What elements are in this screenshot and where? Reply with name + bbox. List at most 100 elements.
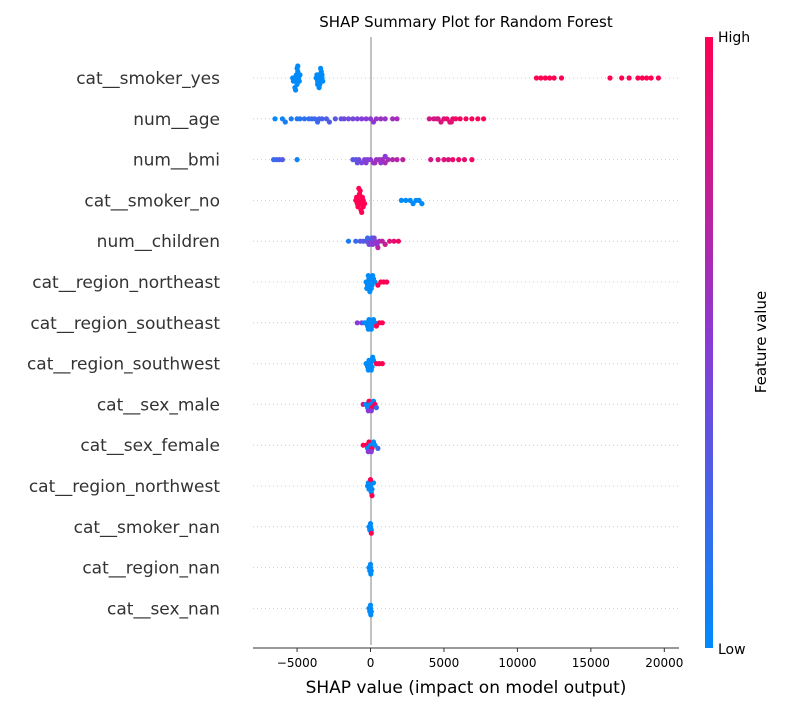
shap-point [461,157,468,163]
shap-point [435,157,441,163]
shap-point [370,354,376,360]
shap-point [368,367,374,373]
shap-point [379,361,385,367]
shap-point [469,157,475,163]
feature-label: cat__region_southwest [27,355,220,375]
shap-point [282,119,288,125]
shap-point [382,153,388,159]
shap-point [359,194,365,200]
shap-point [655,75,662,81]
shap-point [533,75,540,81]
shap-point [398,197,404,203]
feature-label: num__bmi [133,151,220,171]
shap-point [296,78,302,84]
shap-point [368,612,374,618]
shap-point [297,72,303,78]
shap-point [367,561,374,568]
shap-point [619,75,625,81]
chart-title: SHAP Summary Plot for Random Forest [319,13,613,31]
shap-point [354,320,360,326]
shap-point [350,116,356,122]
x-tick-label: 5000 [429,656,460,670]
shap-point [341,116,347,122]
shap-point [272,116,278,122]
shap-point [345,116,352,122]
feature-label: num__children [97,232,220,252]
shap-point [368,571,374,577]
shap-point [445,157,451,163]
x-tick-label: 15000 [572,656,610,670]
shap-point [368,449,374,455]
colorbar-high-label: High [718,30,750,46]
shap-point [457,116,463,122]
x-axis-label: SHAP value (impact on model output) [306,678,627,698]
colorbar-low-label: Low [718,642,746,658]
feature-label: cat__region_southeast [30,314,220,334]
feature-labels: cat__smoker_yes num__age num__bmi cat__smok… [27,69,220,619]
shap-point [434,116,440,122]
shap-point [390,157,396,163]
shap-point [368,326,374,332]
shap-point [363,160,369,166]
shap-point [326,119,332,125]
shap-point [354,194,360,200]
x-ticks: −5000 0 5000 10000 15000 20000 [277,648,683,670]
shap-point [538,75,544,81]
x-tick-label: 10000 [498,656,536,670]
shap-point [607,75,613,81]
shap-point [370,273,376,279]
shap-point [448,119,454,125]
shap-point [279,157,285,163]
shap-point [367,602,374,608]
x-tick-label: −5000 [277,656,318,670]
shap-point [648,75,654,81]
shap-point [400,157,406,163]
shap-point [332,116,338,122]
shap-point [372,160,378,166]
feature-label: cat__smoker_nan [74,518,220,538]
colorbar-title: Feature value [752,291,770,393]
feature-label: cat__smoker_yes [76,69,220,89]
shap-point [354,160,360,166]
shap-point [319,116,325,122]
shap-point [382,116,388,122]
shap-point [365,273,371,279]
shap-point [345,238,352,244]
shap-point [373,405,379,411]
shap-point [356,185,362,191]
shap-point [354,116,360,122]
shap-point [314,72,320,78]
shap-point [360,204,366,210]
shap-point [295,63,301,69]
shap-point [547,75,553,81]
shap-point [384,279,390,285]
shap-point [394,157,400,163]
data-points [271,63,662,618]
shap-point [391,238,397,244]
shap-point [419,201,425,207]
shap-point [297,116,303,122]
feature-label: cat__region_northwest [29,477,221,497]
shap-point [375,245,381,251]
shap-point [542,75,548,81]
shap-point [318,65,324,71]
shap-point [367,289,373,295]
shap-point [469,116,475,122]
shap-point [639,75,645,81]
shap-point [394,116,400,122]
shap-point [368,530,374,536]
shap-point [558,75,565,81]
shap-point [378,160,384,166]
shap-point [450,157,456,163]
shap-point [463,116,469,122]
shap-point [441,157,447,163]
x-tick-label: 0 [367,656,375,670]
shap-point [456,157,462,163]
colorbar [705,37,713,648]
shap-point [644,75,650,81]
shap-point [301,116,307,122]
feature-label: num__age [133,110,220,130]
shap-point [395,238,401,244]
shap-point [481,116,487,122]
